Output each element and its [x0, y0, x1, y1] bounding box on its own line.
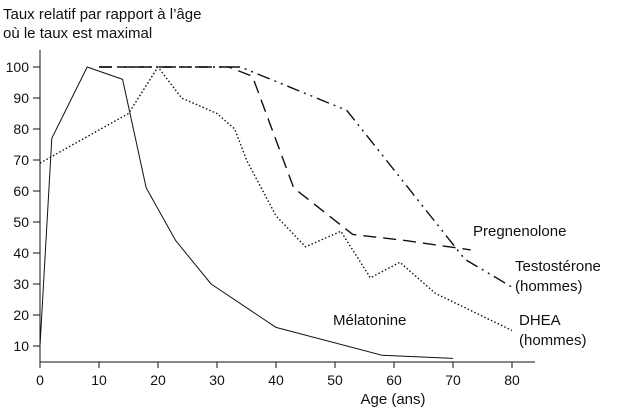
y-tick-label: 20	[13, 307, 29, 323]
y-tick-label: 70	[13, 152, 29, 168]
x-tick-label: 50	[327, 372, 343, 388]
y-tick-label: 80	[13, 121, 29, 137]
y-tick-label: 40	[13, 245, 29, 261]
y-axis-title-line-2: où le taux est maximal	[3, 25, 152, 42]
y-tick-label: 10	[13, 338, 29, 354]
y-axis-title-line-1: Taux relatif par rapport à l’âge	[3, 6, 201, 23]
y-tick-label: 90	[13, 90, 29, 106]
series-lines	[39, 66, 513, 359]
series-line-0	[39, 66, 454, 359]
x-ticks: 0 10 20 30 40 50 60 70 80	[36, 362, 520, 388]
series-label-pregnenolone: Pregnenolone	[473, 223, 566, 240]
x-tick-label: 60	[386, 372, 402, 388]
x-tick-label: 10	[91, 372, 107, 388]
x-tick-label: 20	[150, 372, 166, 388]
y-ticks: 10 20 30 40 50 60 70 80 90 100	[6, 59, 40, 354]
series-line-1	[39, 66, 513, 332]
y-tick-label: 50	[13, 214, 29, 230]
x-tick-label: 80	[504, 372, 520, 388]
series-line-2	[99, 66, 471, 251]
series-label-testosterone-line-2: (hommes)	[515, 278, 583, 295]
x-tick-label: 30	[209, 372, 225, 388]
series-label-melatonine: Mélatonine	[333, 312, 406, 329]
x-tick-label: 70	[445, 372, 461, 388]
y-tick-label: 100	[6, 59, 30, 75]
x-tick-label: 0	[36, 372, 44, 388]
series-label-dhea-line-2: (hommes)	[519, 332, 587, 349]
x-axis-title: Age (ans)	[360, 391, 425, 408]
series-label-testosterone-line-1: Testostérone	[515, 258, 601, 275]
series-line-3	[99, 66, 513, 288]
y-tick-label: 60	[13, 183, 29, 199]
y-tick-label: 30	[13, 276, 29, 292]
series-label-dhea-line-1: DHEA	[519, 312, 561, 329]
x-tick-label: 40	[268, 372, 284, 388]
